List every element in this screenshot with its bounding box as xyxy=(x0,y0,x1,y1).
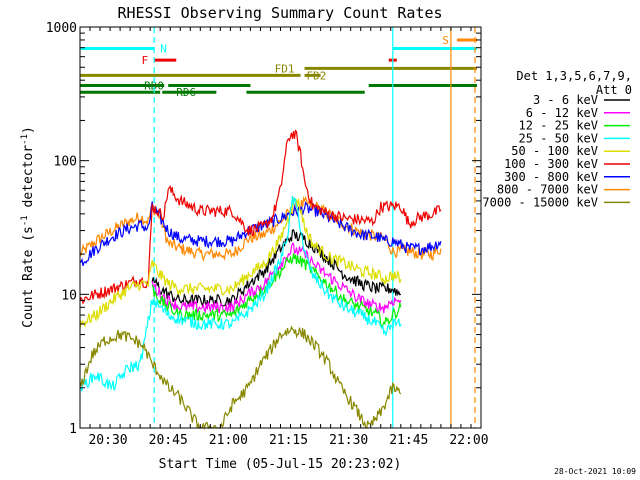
y-axis-label-main: Count Rate (s xyxy=(21,226,36,328)
y-tick-label: 1 xyxy=(69,422,77,437)
x-tick-label: 21:00 xyxy=(209,433,248,448)
y-tick-label: 100 xyxy=(54,155,77,170)
legend-entry-label: 12 - 25 keV xyxy=(519,119,598,133)
mode-vertical-lines xyxy=(153,27,476,428)
x-tick-label: 20:45 xyxy=(149,433,188,448)
x-axis-label: Start Time (05-Jul-15 20:23:02) xyxy=(159,457,402,472)
chart-title: RHESSI Observing Summary Count Rates xyxy=(117,4,442,22)
y-axis-label: Count Rate (s-1 detector-1) xyxy=(20,126,36,328)
legend-entry-label: 3 - 6 keV xyxy=(533,93,598,107)
series-line-7 xyxy=(79,195,402,392)
mode-bar-label: F xyxy=(142,54,149,67)
x-tick-label: 21:15 xyxy=(269,433,308,448)
legend-header-line: Det 1,3,5,6,7,9, xyxy=(516,69,632,83)
series-line-2 xyxy=(79,129,442,305)
x-tick-label: 22:00 xyxy=(449,433,488,448)
legend-entry-label: 50 - 100 keV xyxy=(511,144,598,158)
x-axis-ticks: 20:30 20:45 21:00 21:15 21:30 21:45 22:00 xyxy=(79,27,489,448)
y-tick-label: 1000 xyxy=(46,21,77,36)
mode-bar-label: RD0 xyxy=(144,80,164,93)
generation-timestamp: 28-Oct-2021 10:09 xyxy=(554,467,636,476)
y-axis-ticks: 1 10 100 1000 xyxy=(46,21,481,437)
legend-header-line: Att 0 xyxy=(596,83,632,97)
plot-frame xyxy=(79,26,482,429)
mode-bar-label: RD6 xyxy=(176,86,196,99)
x-tick-label: 20:30 xyxy=(88,433,127,448)
legend-entry-label: 300 - 800 keV xyxy=(504,170,598,184)
legend-entry-label: 6 - 12 keV xyxy=(526,106,598,120)
y-axis-label-sup: -1 xyxy=(20,215,30,226)
legend-entry-label: 25 - 50 keV xyxy=(519,131,598,145)
y-axis-label-end: ) xyxy=(21,126,36,134)
legend-entry-label: 7000 - 15000 keV xyxy=(482,195,598,209)
count-rate-series xyxy=(79,129,442,431)
mode-bar-label: S xyxy=(442,34,449,47)
x-tick-label: 21:30 xyxy=(329,433,368,448)
series-line-4 xyxy=(79,197,402,329)
mode-bar-label: FD1 xyxy=(275,62,295,75)
y-axis-label-sup2: -1 xyxy=(20,134,30,145)
series-line-0 xyxy=(79,195,442,263)
mode-bar-label: FD2 xyxy=(307,69,327,82)
observing-mode-bars: NF S FD1 FD2 RD0 RD6 xyxy=(80,34,477,99)
y-axis-label-tail: detector xyxy=(21,145,36,216)
y-tick-label: 10 xyxy=(61,288,77,303)
series-line-8 xyxy=(79,325,402,431)
legend-entry-label: 100 - 300 keV xyxy=(504,157,598,171)
x-tick-label: 21:45 xyxy=(389,433,428,448)
legend-entry-label: 800 - 7000 keV xyxy=(497,183,598,197)
mode-bar-label: N xyxy=(160,43,167,56)
